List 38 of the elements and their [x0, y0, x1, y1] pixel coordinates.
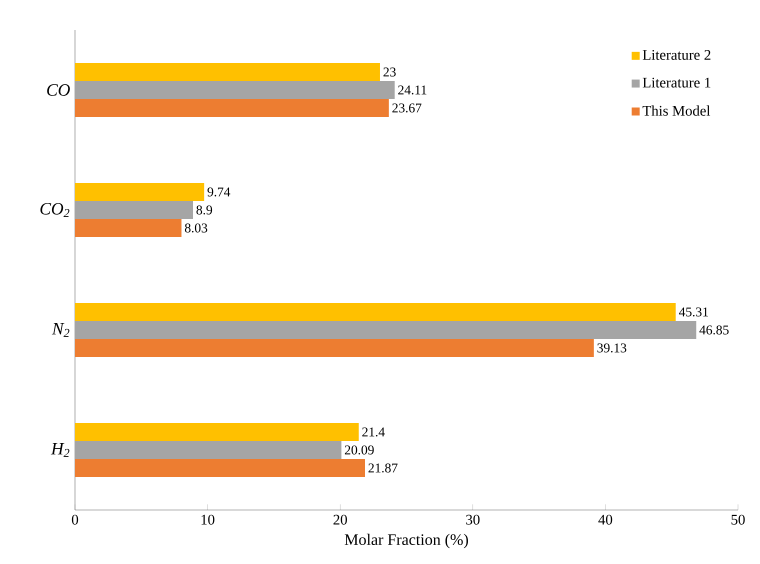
data-label: 39.13 [597, 343, 626, 353]
bar [75, 422, 359, 441]
bar [75, 459, 365, 477]
data-label: 45.31 [678, 307, 708, 317]
bar [75, 302, 676, 321]
x-tick-label: 30 [466, 514, 480, 525]
y-tick-label: N$_{2}$ [52, 323, 70, 337]
data-label: 46.85 [699, 325, 729, 335]
x-axis-title: Molar Fraction (%) [344, 534, 468, 548]
x-tick-label: 40 [598, 514, 612, 525]
data-label: 9.74 [208, 187, 230, 197]
legend-label: This Model [642, 105, 710, 116]
data-label: 23.67 [392, 103, 422, 113]
bar [75, 321, 696, 339]
legend-label: Literature 2 [642, 50, 710, 60]
data-label: 8.9 [196, 205, 212, 215]
bar [75, 339, 594, 357]
y-tick-label: CO$_{2}$ [40, 202, 70, 217]
x-tick-label: 10 [202, 514, 214, 525]
bar [75, 219, 182, 237]
bar [75, 99, 389, 117]
y-tick-label: H$_{2}$ [50, 443, 70, 457]
data-label: 23 [384, 68, 396, 76]
data-label: 21.4 [362, 427, 385, 437]
legend-label: Literature 1 [642, 78, 710, 88]
y-tick-label: CO [47, 84, 70, 96]
bar [75, 441, 342, 459]
bar [75, 200, 194, 219]
bar [75, 62, 380, 81]
x-tick-label: 20 [334, 514, 347, 525]
bar [75, 80, 395, 99]
x-tick-label: 0 [72, 514, 78, 525]
data-label: 8.03 [184, 223, 208, 233]
data-label: 20.09 [344, 445, 374, 455]
x-tick-label: 50 [732, 514, 745, 525]
bar [75, 182, 204, 201]
data-label: 21.87 [368, 463, 398, 473]
data-label: 24.11 [398, 85, 426, 95]
